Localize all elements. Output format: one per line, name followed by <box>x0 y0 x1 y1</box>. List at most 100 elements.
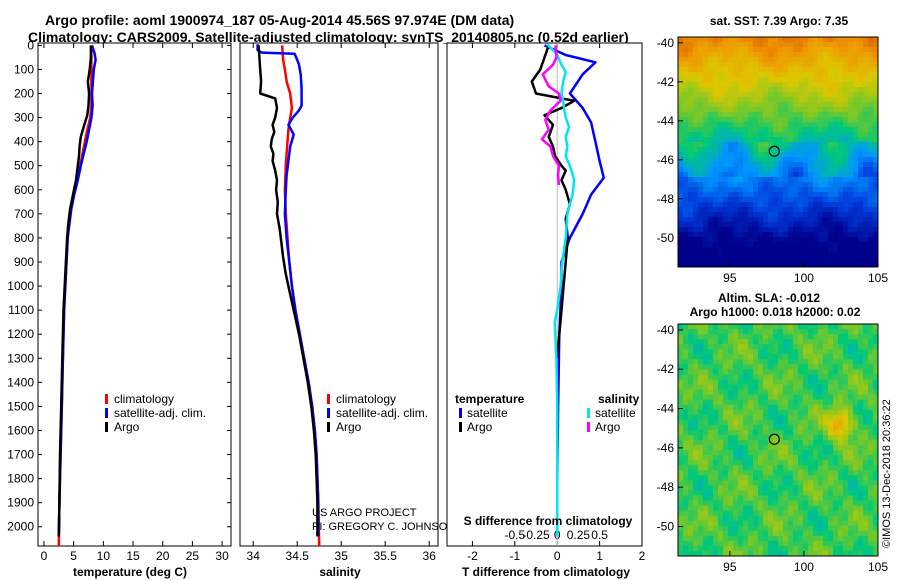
heatmap-cell <box>823 329 829 335</box>
heatmap-cell <box>783 217 789 223</box>
heatmap-cell <box>863 117 869 123</box>
heatmap-cell <box>833 172 839 178</box>
heatmap-cell <box>803 480 809 486</box>
heatmap-cell <box>798 127 804 133</box>
heatmap-cell <box>743 132 749 138</box>
heatmap-cell <box>748 550 754 557</box>
heatmap-cell <box>808 490 814 496</box>
heatmap-cell <box>813 237 819 243</box>
heatmap-cell <box>838 77 844 83</box>
heatmap-cell <box>698 227 704 233</box>
heatmap-cell <box>798 112 804 118</box>
heatmap-cell <box>843 460 849 466</box>
heatmap-cell <box>773 237 779 243</box>
heatmap-cell <box>743 324 749 330</box>
heatmap-cell <box>838 374 844 380</box>
heatmap-cell <box>778 47 784 53</box>
heatmap-cell <box>698 112 704 118</box>
heatmap-cell <box>708 237 714 243</box>
heatmap-cell <box>713 475 719 481</box>
heatmap-cell <box>783 87 789 93</box>
heatmap-cell <box>703 500 709 506</box>
heatmap-cell <box>678 67 684 73</box>
heatmap-cell <box>838 450 844 456</box>
heatmap-cell <box>843 137 849 143</box>
heatmap-cell <box>803 455 809 461</box>
heatmap-cell <box>873 42 879 48</box>
heatmap-cell <box>783 227 789 233</box>
heatmap-cell <box>798 92 804 98</box>
heatmap-cell <box>838 162 844 168</box>
heatmap-cell <box>783 354 789 360</box>
heatmap-cell <box>723 122 729 128</box>
heatmap-cell <box>793 495 799 501</box>
heatmap-cell <box>793 72 799 78</box>
heatmap-cell <box>863 52 869 58</box>
heatmap-cell <box>758 162 764 168</box>
heatmap-cell <box>863 147 869 153</box>
heatmap-cell <box>808 545 814 552</box>
heatmap-cell <box>828 475 834 481</box>
heatmap-cell <box>798 222 804 228</box>
heatmap-cell <box>738 37 744 43</box>
heatmap-cell <box>698 92 704 98</box>
heatmap-cell <box>738 460 744 466</box>
heatmap-cell <box>723 167 729 173</box>
heatmap-cell <box>753 72 759 78</box>
heatmap-cell <box>868 77 874 83</box>
heatmap-cell <box>758 142 764 148</box>
heatmap-cell <box>828 182 834 188</box>
legend-swatch-argo <box>327 422 330 432</box>
heatmap-cell <box>868 339 874 345</box>
heatmap-cell <box>718 232 724 238</box>
heatmap-cell <box>848 87 854 93</box>
heatmap-cell <box>688 495 694 501</box>
heatmap-cell <box>828 500 834 506</box>
heatmap-cell <box>843 177 849 183</box>
heatmap-cell <box>703 354 709 360</box>
heatmap-cell <box>728 232 734 238</box>
heatmap-cell <box>778 262 784 268</box>
heatmap-cell <box>843 142 849 148</box>
heatmap-cell <box>753 485 759 491</box>
heatmap-cell <box>873 227 879 233</box>
heatmap-cell <box>693 182 699 188</box>
heatmap-cell <box>783 379 789 385</box>
heatmap-cell <box>823 500 829 506</box>
heatmap-cell <box>788 82 794 88</box>
heatmap-cell <box>778 465 784 471</box>
heatmap-cell <box>768 57 774 63</box>
heatmap-cell <box>783 510 789 517</box>
heatmap-cell <box>863 364 869 370</box>
heatmap-cell <box>758 485 764 491</box>
heatmap-cell <box>838 475 844 481</box>
heatmap-cell <box>818 217 824 223</box>
heatmap-cell <box>728 87 734 93</box>
heatmap-cell <box>828 450 834 456</box>
heatmap-cell <box>853 374 859 380</box>
sla-map-frame <box>677 323 879 557</box>
x-tick-label: 34.5 <box>286 549 310 563</box>
heatmap-cell <box>748 102 754 108</box>
heatmap-cell <box>683 349 689 355</box>
heatmap-cell <box>778 197 784 203</box>
heatmap-cell <box>798 404 804 411</box>
heatmap-cell <box>733 42 739 48</box>
heatmap-cell <box>738 217 744 223</box>
heatmap-cell <box>708 535 714 542</box>
heatmap-cell <box>758 147 764 153</box>
heatmap-cell <box>778 525 784 532</box>
heatmap-cell <box>723 242 729 248</box>
heatmap-cell <box>843 465 849 471</box>
heatmap-cell <box>853 379 859 385</box>
heatmap-cell <box>873 535 879 542</box>
heatmap-cell <box>813 480 819 486</box>
heatmap-cell <box>863 465 869 471</box>
heatmap-cell <box>803 334 809 340</box>
heatmap-cell <box>828 177 834 183</box>
heatmap-cell <box>698 374 704 380</box>
heatmap-cell <box>873 97 879 103</box>
heatmap-cell <box>713 389 719 396</box>
heatmap-cell <box>758 384 764 390</box>
heatmap-cell <box>868 232 874 238</box>
